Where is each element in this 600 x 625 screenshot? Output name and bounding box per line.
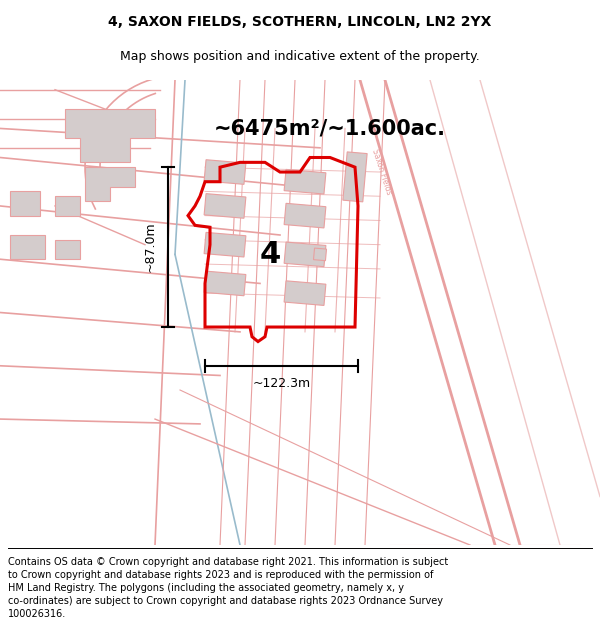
Polygon shape [204,271,246,296]
Text: 100026316.: 100026316. [8,609,66,619]
Polygon shape [284,242,326,267]
Polygon shape [343,152,367,202]
Text: Map shows position and indicative extent of the property.: Map shows position and indicative extent… [120,50,480,63]
Polygon shape [204,160,246,184]
Bar [10,235,45,259]
Text: 4, SAXON FIELDS, SCOTHERN, LINCOLN, LN2 2YX: 4, SAXON FIELDS, SCOTHERN, LINCOLN, LN2 … [109,15,491,29]
Bar [55,240,80,259]
Polygon shape [284,281,326,306]
Text: ~122.3m: ~122.3m [253,377,311,390]
Text: ~87.0m: ~87.0m [143,222,157,272]
Text: co-ordinates) are subject to Crown copyright and database rights 2023 Ordnance S: co-ordinates) are subject to Crown copyr… [8,596,443,606]
Text: HM Land Registry. The polygons (including the associated geometry, namely x, y: HM Land Registry. The polygons (includin… [8,583,404,593]
Polygon shape [284,169,326,194]
Polygon shape [85,167,135,201]
Text: Contains OS data © Crown copyright and database right 2021. This information is : Contains OS data © Crown copyright and d… [8,557,448,567]
Polygon shape [284,203,326,228]
Text: ~6475m²/~1.600ac.: ~6475m²/~1.600ac. [214,119,446,138]
Polygon shape [313,248,326,261]
Text: Saxon Fields: Saxon Fields [370,148,394,196]
Bar [10,191,40,216]
Polygon shape [204,232,246,257]
Text: 4: 4 [259,240,281,269]
Text: to Crown copyright and database rights 2023 and is reproduced with the permissio: to Crown copyright and database rights 2… [8,570,433,580]
Polygon shape [65,109,155,162]
Polygon shape [204,194,246,218]
Bar [55,196,80,216]
